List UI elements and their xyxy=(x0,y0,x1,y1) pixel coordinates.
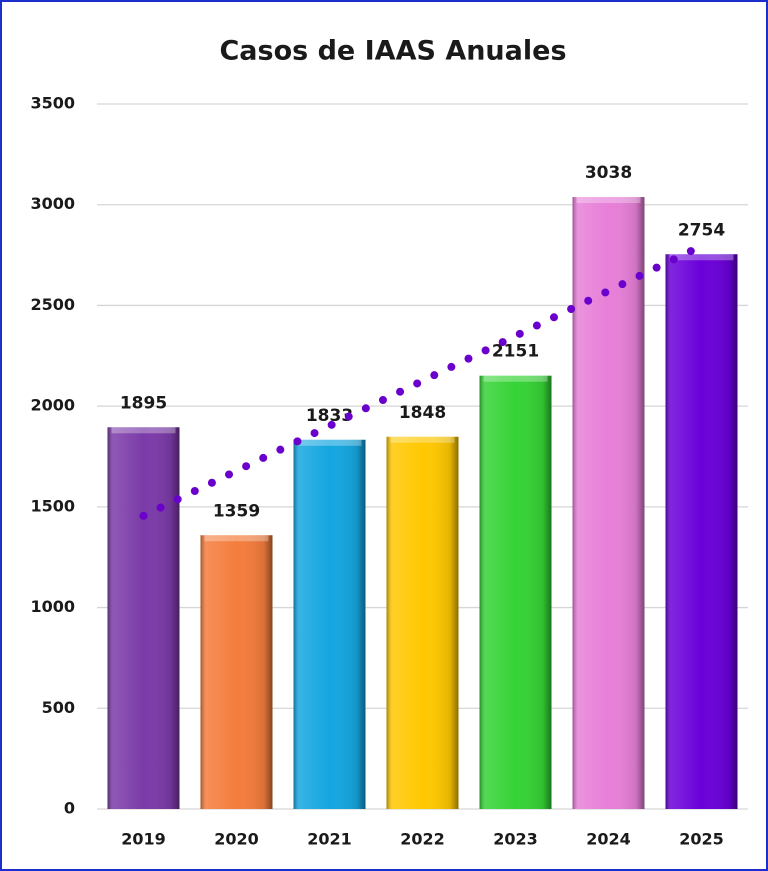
bar-shade xyxy=(386,436,459,809)
data-label: 2151 xyxy=(492,342,539,362)
data-label: 2754 xyxy=(678,220,725,240)
bars xyxy=(107,197,738,809)
x-tick-label: 2022 xyxy=(400,830,445,849)
bar-shade xyxy=(665,254,738,809)
bar-cap xyxy=(297,439,362,446)
bar-cap xyxy=(483,375,548,382)
bar-shade xyxy=(479,375,552,809)
x-tick-label: 2020 xyxy=(214,830,259,849)
y-tick-label: 2500 xyxy=(30,295,75,314)
bar-shade xyxy=(107,427,180,809)
y-tick-label: 3500 xyxy=(30,94,75,113)
chart-title: Casos de IAAS Anuales xyxy=(219,36,566,67)
y-tick-label: 0 xyxy=(64,799,75,818)
data-label: 1895 xyxy=(120,393,167,413)
y-tick-label: 1500 xyxy=(30,496,75,515)
bar-cap xyxy=(204,535,269,542)
data-label: 1359 xyxy=(213,501,260,521)
x-tick-label: 2021 xyxy=(307,830,352,849)
bar-shade xyxy=(572,197,645,809)
data-label: 1848 xyxy=(399,403,446,423)
trendline xyxy=(139,241,706,520)
x-tick-label: 2025 xyxy=(679,830,724,849)
y-tick-label: 1000 xyxy=(30,597,75,616)
bar-cap xyxy=(111,427,176,434)
x-tick-label: 2019 xyxy=(121,830,166,849)
bar-shade xyxy=(200,535,273,809)
y-tick-label: 3000 xyxy=(30,194,75,213)
x-tick-label: 2023 xyxy=(493,830,538,849)
bar-cap xyxy=(669,254,734,261)
bar-cap xyxy=(390,436,455,443)
bar-shade xyxy=(293,439,366,809)
data-label: 1833 xyxy=(306,406,353,426)
x-tick-label: 2024 xyxy=(586,830,631,849)
bar-cap xyxy=(576,197,641,204)
overlay: 1895 1359 1833 1848 2151 3038 2754 xyxy=(120,163,725,521)
data-label: 3038 xyxy=(585,163,632,183)
y-tick-label: 2000 xyxy=(30,396,75,415)
y-tick-label: 500 xyxy=(42,698,75,717)
